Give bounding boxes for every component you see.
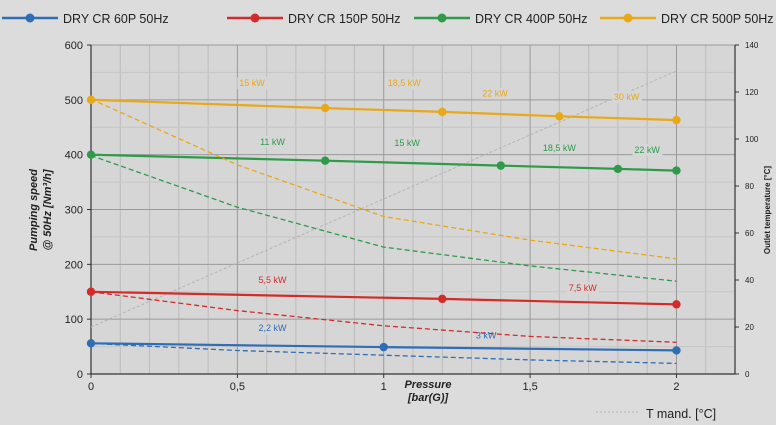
series-2-data-point — [86, 287, 96, 296]
y2-tick-label: 0 — [745, 370, 750, 379]
legend-marker-4 — [623, 13, 633, 23]
legend-marker-1 — [25, 13, 35, 23]
x-tick-label: 1 — [381, 381, 387, 393]
series-3-power-label-bg — [540, 141, 579, 154]
series-1-data-point — [86, 339, 96, 348]
x-axis-title: Pressure — [404, 379, 451, 391]
series-3-data-point — [613, 164, 623, 174]
x-axis-unit: [bar(G)] — [407, 392, 449, 404]
series-1-data-point — [379, 342, 388, 352]
y2-tick-label: 20 — [745, 323, 754, 332]
legend-label-1: DRY CR 60P 50Hz — [63, 12, 169, 26]
series-2-data-point — [672, 300, 681, 309]
y2-tick-label: 80 — [745, 182, 754, 191]
series-1-power-label-bg — [256, 322, 289, 335]
legend-label-2: DRY CR 150P 50Hz — [288, 12, 401, 26]
series-3-data-point — [496, 161, 506, 170]
y-tick-label: 600 — [65, 40, 83, 52]
series-4-data-point — [555, 112, 564, 121]
series-3-power-label-bg — [392, 136, 423, 149]
t-mand-line — [90, 70, 677, 328]
series-3-data-point — [320, 156, 330, 165]
legend-marker-3 — [437, 13, 447, 23]
series-2-power-label: 7,5 kW — [569, 283, 598, 293]
series-1-power-label: 2,2 kW — [258, 323, 287, 333]
y-axis-title: Pumping speed — [28, 169, 40, 251]
series-4-power-label: 30 kW — [614, 92, 640, 102]
series-4-data-point — [86, 95, 96, 105]
legend-label-4: DRY CR 500P 50Hz — [661, 12, 774, 26]
series-4-data-point — [672, 115, 681, 125]
series-4-power-label-bg — [237, 77, 268, 90]
series-2-temperature-curve — [90, 291, 677, 343]
series-3-power-label-bg — [632, 144, 663, 157]
series-4-power-label: 18,5 kW — [388, 78, 422, 88]
y2-tick-label: 100 — [745, 135, 759, 144]
y2-tick-label: 60 — [745, 229, 754, 238]
x-tick-label: 0,5 — [230, 381, 245, 393]
series-1-data-point — [672, 346, 681, 355]
series-4-power-label-bg — [385, 77, 424, 90]
series-1-temperature-curve — [90, 342, 677, 365]
x-tick-label: 0 — [88, 381, 94, 393]
series-4-temperature-curve — [90, 98, 677, 260]
y2-axis-title: Outlet temperature [°C] — [763, 166, 772, 254]
series-3-power-label: 15 kW — [394, 138, 420, 148]
y-tick-label: 0 — [77, 369, 83, 381]
series-2-power-label: 5,5 kW — [258, 275, 287, 285]
series-4-power-label-bg — [480, 87, 511, 100]
series-2-power-label-bg — [566, 282, 600, 295]
t-mand-legend-label: T mand. [°C] — [646, 407, 716, 421]
series-1-power-label-bg — [473, 329, 499, 342]
series-3-temperature-curve — [90, 154, 677, 282]
x-tick-label: 2 — [673, 381, 679, 393]
y-tick-label: 500 — [65, 95, 83, 107]
y2-tick-label: 40 — [745, 276, 754, 285]
series-4-power-label: 22 kW — [482, 89, 508, 99]
series-4-data-point — [320, 103, 330, 113]
series-3-power-label: 22 kW — [634, 145, 660, 155]
y2-tick-label: 120 — [745, 88, 759, 97]
y-tick-label: 400 — [65, 150, 83, 162]
series-3-power-label: 18,5 kW — [543, 143, 577, 153]
series-2-data-point — [438, 294, 447, 304]
series-1-power-label: 3 kW — [476, 330, 497, 340]
series-4-power-label: 15 kW — [239, 78, 265, 88]
series-3-power-label-bg — [258, 135, 288, 148]
y-tick-label: 200 — [65, 259, 83, 271]
series-2-power-label-bg — [256, 273, 289, 286]
series-3-power-label: 11 kW — [260, 137, 285, 147]
series-3-data-point — [672, 166, 681, 175]
y-axis-unit: @ 50Hz [Nm³/h] — [42, 169, 54, 250]
y2-tick-label: 140 — [745, 41, 759, 50]
x-tick-label: 1,5 — [522, 381, 537, 393]
series-4-power-label-bg — [611, 90, 642, 103]
legend-marker-2 — [250, 13, 260, 23]
y-tick-label: 100 — [65, 314, 83, 326]
y-tick-label: 300 — [65, 205, 83, 217]
series-3-data-point — [86, 150, 96, 159]
series-4-data-point — [438, 107, 447, 117]
legend-label-3: DRY CR 400P 50Hz — [475, 12, 588, 26]
